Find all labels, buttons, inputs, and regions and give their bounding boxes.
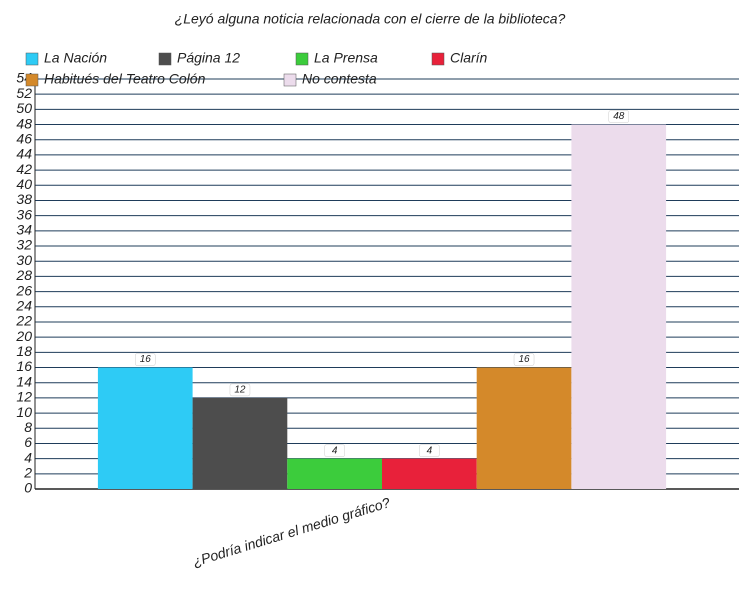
data-label: 4: [427, 445, 433, 456]
y-tick-label: 38: [16, 191, 32, 207]
y-tick-label: 40: [16, 176, 32, 192]
y-tick-label: 10: [16, 404, 32, 420]
data-label: 4: [332, 445, 338, 456]
chart-title: ¿Leyó alguna noticia relacionada con el …: [175, 11, 566, 27]
y-tick-label: 0: [24, 480, 32, 496]
data-label: 12: [234, 385, 246, 396]
y-tick-label: 22: [15, 313, 32, 329]
legend-swatch: [295, 52, 309, 66]
y-tick-label: 14: [16, 373, 32, 389]
legend-swatch: [158, 52, 172, 66]
y-tick-label: 30: [16, 252, 32, 268]
legend-swatch: [25, 73, 39, 87]
legend-swatch: [283, 73, 297, 87]
legend-label: Clarín: [450, 50, 488, 66]
data-label-box: [324, 444, 345, 457]
legend-swatch: [431, 52, 445, 66]
data-label: 16: [140, 354, 152, 365]
y-tick-label: 2: [23, 465, 32, 481]
bar: [476, 367, 572, 489]
bar: [192, 397, 288, 489]
data-label: 16: [518, 354, 530, 365]
y-tick-label: 50: [16, 100, 32, 116]
y-tick-label: 48: [16, 115, 32, 131]
y-tick-label: 12: [16, 389, 32, 405]
data-label-box: [229, 383, 251, 397]
y-tick-label: 16: [16, 358, 32, 374]
bar: [97, 367, 193, 489]
y-tick-label: 32: [16, 237, 32, 253]
bar: [287, 458, 382, 489]
bar: [571, 124, 667, 490]
y-tick-label: 8: [24, 419, 32, 435]
data-label-box: [419, 444, 440, 457]
y-tick-label: 34: [16, 222, 32, 238]
y-tick-label: 28: [15, 267, 32, 283]
legend-label: Habitués del Teatro Colón: [44, 71, 206, 87]
y-tick-label: 44: [16, 146, 32, 162]
y-tick-label: 24: [15, 297, 32, 313]
y-tick-label: 6: [24, 434, 32, 450]
y-tick-label: 26: [15, 282, 32, 298]
y-tick-label: 20: [15, 328, 32, 344]
data-label: 48: [613, 111, 625, 122]
y-tick-label: 52: [16, 85, 32, 101]
legend-label: Página 12: [177, 50, 240, 66]
legend-swatch: [25, 52, 39, 66]
y-tick-label: 42: [16, 161, 32, 177]
x-tick-label: ¿Podría indicar el medio gráfico?: [191, 494, 392, 569]
y-tick-label: 46: [16, 130, 32, 146]
data-label-box: [608, 110, 629, 123]
legend-label: La Nación: [44, 50, 107, 66]
data-label-box: [513, 353, 535, 366]
y-tick-label: 4: [24, 449, 32, 465]
legend-label: No contesta: [302, 71, 377, 87]
legend-label: La Prensa: [314, 50, 378, 66]
data-label-box: [135, 353, 156, 366]
bar: [382, 458, 477, 489]
y-tick-label: 18: [16, 343, 32, 359]
y-tick-label: 36: [16, 206, 32, 222]
